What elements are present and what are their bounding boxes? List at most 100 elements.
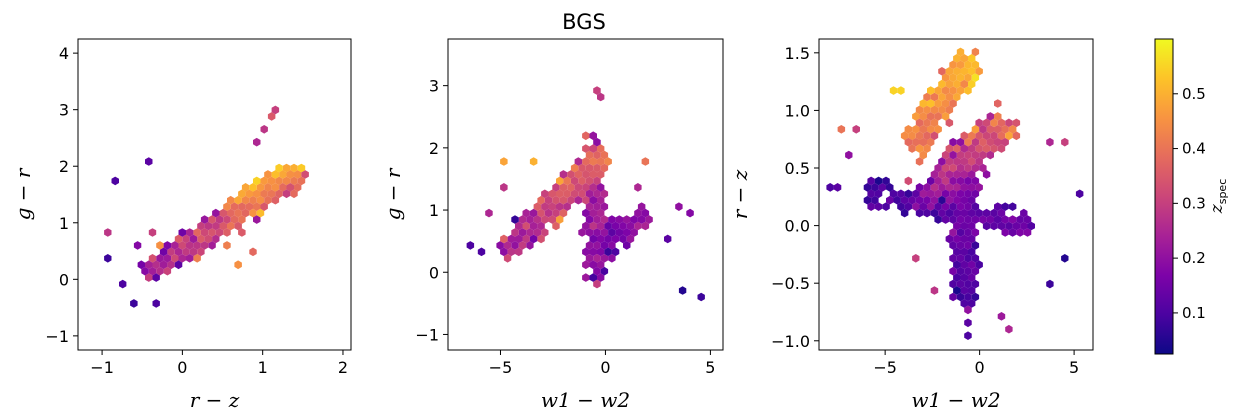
hexbin-cell <box>945 105 954 115</box>
hexbin-cell <box>1008 215 1017 224</box>
hexbin-cell <box>897 202 905 211</box>
hexbin-cell <box>197 234 205 244</box>
x-axis-label: w1 − w2 <box>911 388 1000 412</box>
hexbin-cell <box>559 195 568 205</box>
hexbin-cell <box>956 189 965 199</box>
hexbin-cell <box>941 86 950 95</box>
hexbin-cell <box>949 163 957 173</box>
hexbin-cell <box>1001 202 1009 211</box>
hexbin-cell <box>567 195 575 205</box>
hexbin-cell <box>990 208 998 218</box>
hexbin-cell <box>182 247 190 257</box>
y-tick-label: −1 <box>45 327 69 346</box>
hexbin-cell <box>563 189 571 199</box>
hexbin-cell <box>104 254 112 263</box>
hexbin-cell <box>593 150 601 160</box>
hexbin-cell <box>893 195 901 205</box>
hexbin-cell <box>563 202 571 211</box>
hexbin-cell <box>137 260 145 270</box>
hexbin-cell <box>578 163 586 173</box>
hexbin-cell <box>1075 189 1084 199</box>
hexbin-cell <box>593 228 601 237</box>
hexbin-cell <box>111 176 119 186</box>
hexbin-cell <box>949 279 957 289</box>
hexbin-cell <box>604 221 612 231</box>
hexbin-cell <box>975 118 983 128</box>
hexbin-cell <box>960 234 968 244</box>
hexbin-cell <box>597 183 605 192</box>
hexbin-cell <box>919 99 927 108</box>
hexbin-cell <box>994 202 1002 211</box>
hexbin-cell <box>219 208 227 218</box>
x-tick-label: 5 <box>705 358 715 377</box>
hexbin-cell <box>245 202 253 211</box>
hexbin-cell <box>982 170 991 179</box>
hexbin-cell <box>641 208 650 218</box>
hexbin-cell <box>593 254 601 263</box>
hexbin-cell <box>960 286 968 295</box>
hexbin-cell <box>949 73 957 82</box>
hexbin-cell <box>904 137 913 147</box>
x-tick-label: −5 <box>489 358 513 377</box>
hexbin-cell <box>234 221 242 231</box>
hexbin-cell <box>193 228 201 237</box>
hexbin-cell <box>971 241 980 250</box>
hexbin-cell <box>526 228 534 237</box>
hexbin-cell <box>611 247 620 257</box>
hexbin-cell <box>941 215 950 224</box>
hexbin-cell <box>923 131 931 141</box>
hexbin-cell <box>938 195 946 205</box>
hexbin-cell <box>997 208 1006 218</box>
hexbin-cell <box>541 202 549 211</box>
hexbin-cell <box>927 125 935 134</box>
hexbin-cell <box>570 163 579 173</box>
hexbin-cell <box>878 183 886 192</box>
hexbin-cell <box>956 163 965 173</box>
hexbin-cell <box>253 202 261 211</box>
hexbin-cell <box>915 157 924 166</box>
hexbin-cell <box>507 234 515 244</box>
hexbin-cell <box>208 241 216 250</box>
hexbin-cell <box>260 202 268 211</box>
hexbin-cell <box>511 228 519 237</box>
hexbin-cell <box>871 195 879 205</box>
hexbin-cell <box>630 228 638 237</box>
hexbin-cell <box>282 176 291 186</box>
hexbin-cell <box>956 241 965 250</box>
scatter-panel-rz-gr: −1 0 1 2 −1 0 1 2 3 4 r − z g − r <box>11 38 352 412</box>
hexbin-cell <box>953 67 961 76</box>
hexbin-cell <box>593 163 601 173</box>
hexbin-cell <box>529 221 538 231</box>
x-tick-label: 2 <box>338 358 348 377</box>
hexbin-cell <box>904 176 913 186</box>
hexbin-cell <box>589 183 597 192</box>
hexbin-cell <box>953 92 961 102</box>
y-tick-label: 2 <box>429 139 439 158</box>
colorbar-tick-label: 0.1 <box>1182 304 1206 322</box>
hexbin-cell <box>971 176 980 186</box>
hexbin-cell <box>945 183 954 192</box>
y-tick-label: 1 <box>429 201 439 220</box>
hexbin-cell <box>152 273 160 282</box>
hexbin-cell <box>189 247 198 257</box>
x-tick-label: 0 <box>975 358 985 377</box>
hexbin-cell <box>615 215 623 224</box>
hexbin-cell <box>503 241 512 250</box>
hexbin-cell <box>971 292 980 302</box>
hexbin-cell <box>945 118 954 128</box>
hexbin-cell <box>904 189 913 199</box>
hexbin-cell <box>574 170 583 179</box>
hexbin-cell <box>900 131 909 141</box>
x-tick-label: 5 <box>1069 358 1079 377</box>
hexbin-cell <box>215 228 224 237</box>
hexbin-cell <box>975 144 983 153</box>
hexbin-cell <box>597 247 605 257</box>
hexbin-cell <box>133 241 142 250</box>
hexbin-cell <box>582 247 590 257</box>
hexbin-cell <box>500 183 508 192</box>
hexbin-cell <box>949 86 957 95</box>
hexbin-cell <box>256 208 265 218</box>
hexbin-cell <box>934 189 942 199</box>
hexbin-cell <box>156 241 164 250</box>
